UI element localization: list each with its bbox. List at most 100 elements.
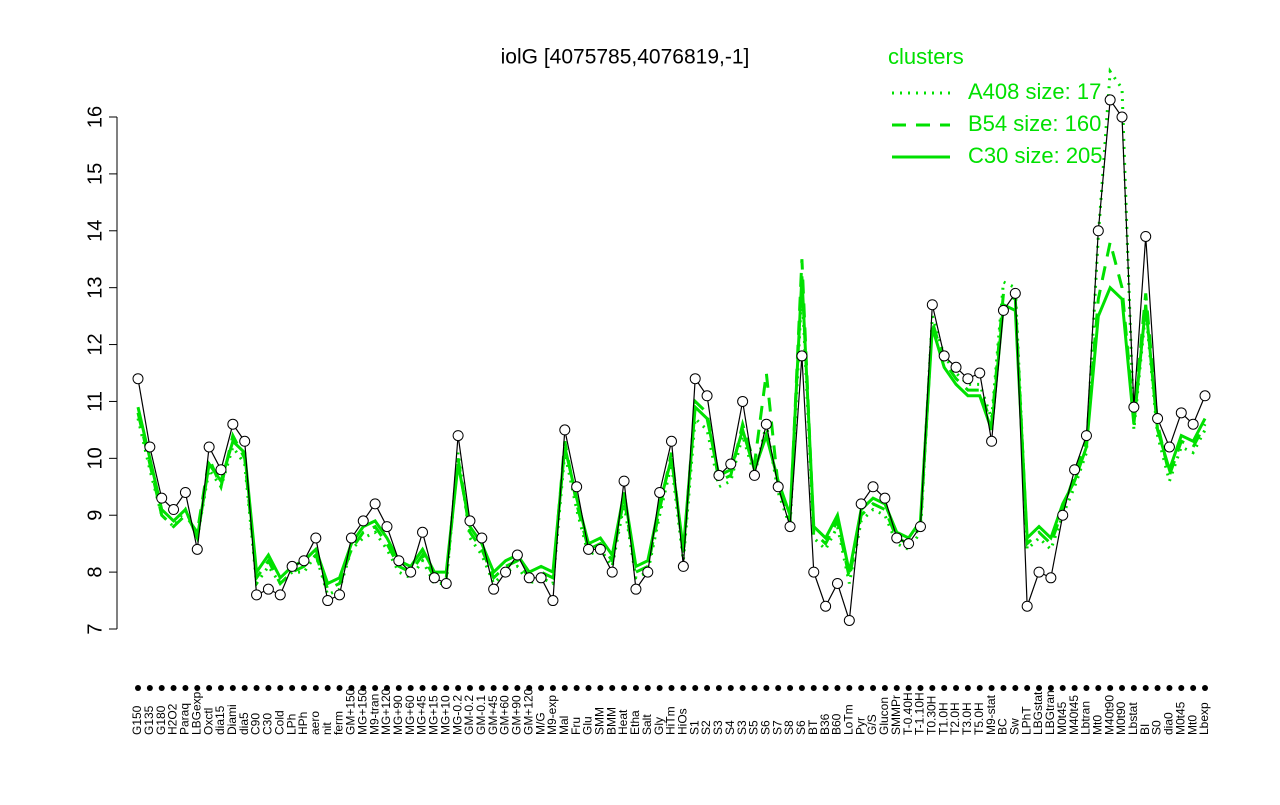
- x-tick-label: HPh: [296, 712, 310, 735]
- x-tick-label: G150: [130, 705, 144, 735]
- x-tick: [727, 685, 734, 691]
- x-tick-label: BI: [1138, 724, 1152, 735]
- data-point: [357, 515, 369, 527]
- legend-label: C30 size: 205: [968, 143, 1103, 168]
- data-point: [334, 589, 346, 601]
- x-tick: [704, 685, 711, 691]
- data-point: [974, 367, 986, 379]
- data-point: [464, 515, 476, 527]
- x-tick: [763, 685, 770, 691]
- x-tick: [265, 685, 272, 691]
- x-tick-label: MG+10: [438, 695, 452, 735]
- data-point: [701, 390, 713, 402]
- x-tick-label: MG+120: [379, 688, 393, 735]
- x-tick: [1000, 685, 1007, 691]
- data-point: [808, 566, 820, 578]
- cluster-line: [136, 241, 1207, 592]
- data-point: [144, 441, 156, 453]
- x-tick: [739, 685, 746, 691]
- data-point: [1175, 407, 1187, 419]
- x-tick-label: GM-0.2: [462, 695, 476, 735]
- x-tick-label: GM+45: [486, 695, 500, 735]
- x-tick-label: C30: [261, 713, 275, 735]
- x-tick-label: Oxctl: [201, 708, 215, 735]
- x-tick-label: M0t45: [1055, 701, 1069, 735]
- y-tick-label: 15: [84, 163, 106, 185]
- x-tick: [609, 685, 616, 691]
- x-tick-label: S3: [735, 720, 749, 735]
- data-point: [132, 373, 144, 385]
- x-tick-label: Sw: [1007, 718, 1021, 735]
- x-tick-label: Glu: [581, 716, 595, 735]
- data-point: [843, 614, 855, 626]
- x-tick: [1190, 685, 1197, 691]
- data-point: [654, 486, 666, 498]
- x-tick: [538, 685, 545, 691]
- x-tick-label: SMMPr: [889, 695, 903, 735]
- x-tick-label: S6: [794, 720, 808, 735]
- x-tick-label: Diami: [225, 704, 239, 735]
- data-point: [179, 486, 191, 498]
- x-tick: [490, 685, 497, 691]
- x-tick: [846, 685, 853, 691]
- x-tick-label: H2O2: [166, 703, 180, 735]
- x-tick: [431, 685, 438, 691]
- x-tick: [798, 685, 805, 691]
- x-tick: [715, 685, 722, 691]
- data-point: [523, 572, 535, 584]
- x-tick-label: dia5: [237, 712, 251, 735]
- x-tick: [360, 685, 367, 691]
- x-tick: [443, 685, 450, 691]
- x-tick: [1154, 685, 1161, 691]
- y-tick-label: 10: [84, 447, 106, 469]
- x-tick-label: G/S: [865, 714, 879, 735]
- data-point: [168, 504, 180, 516]
- y-tick-label: 8: [84, 567, 106, 578]
- data-point: [1045, 572, 1057, 584]
- data-point: [191, 543, 203, 555]
- data-point: [748, 469, 760, 481]
- data-point: [583, 543, 595, 555]
- data-point: [274, 589, 286, 601]
- x-tick-label: Heat: [616, 709, 630, 735]
- x-tick: [158, 685, 165, 691]
- data-point: [630, 583, 642, 595]
- x-tick: [917, 685, 924, 691]
- x-tick-label: MG-0.2: [450, 695, 464, 735]
- x-tick-label: T0.30H: [924, 696, 938, 735]
- x-tick: [229, 685, 236, 691]
- x-tick-label: M0t90: [1114, 701, 1128, 735]
- data-point: [1163, 441, 1175, 453]
- x-tick: [964, 685, 971, 691]
- data-point: [310, 532, 322, 544]
- x-tick: [514, 685, 521, 691]
- data-point: [760, 418, 772, 430]
- x-tick-label: Mt0: [1185, 715, 1199, 735]
- x-tick: [1047, 685, 1054, 691]
- data-point: [452, 430, 464, 442]
- x-tick: [834, 685, 841, 691]
- data-point: [405, 566, 417, 578]
- x-tick-label: M9-exp: [545, 695, 559, 735]
- x-tick-label: MG+60: [403, 695, 417, 735]
- data-point: [1057, 509, 1069, 521]
- data-point: [879, 492, 891, 504]
- x-tick-label: G135: [142, 705, 156, 735]
- data-point: [535, 572, 547, 584]
- data-point: [227, 418, 239, 430]
- x-tick: [206, 685, 213, 691]
- x-tick-label: Lbexp: [1197, 702, 1211, 735]
- data-point: [677, 560, 689, 572]
- x-tick: [941, 685, 948, 691]
- data-point: [440, 577, 452, 589]
- data-point: [666, 435, 677, 447]
- data-point: [322, 595, 334, 607]
- x-tick-label: MG+90: [391, 695, 405, 735]
- x-tick: [953, 685, 960, 691]
- data-point: [1080, 430, 1092, 442]
- x-tick-label: SMM: [593, 707, 607, 735]
- x-tick: [893, 685, 900, 691]
- data-point: [831, 577, 843, 589]
- data-point: [1069, 464, 1081, 476]
- x-tick-label: T1.0H: [936, 702, 950, 735]
